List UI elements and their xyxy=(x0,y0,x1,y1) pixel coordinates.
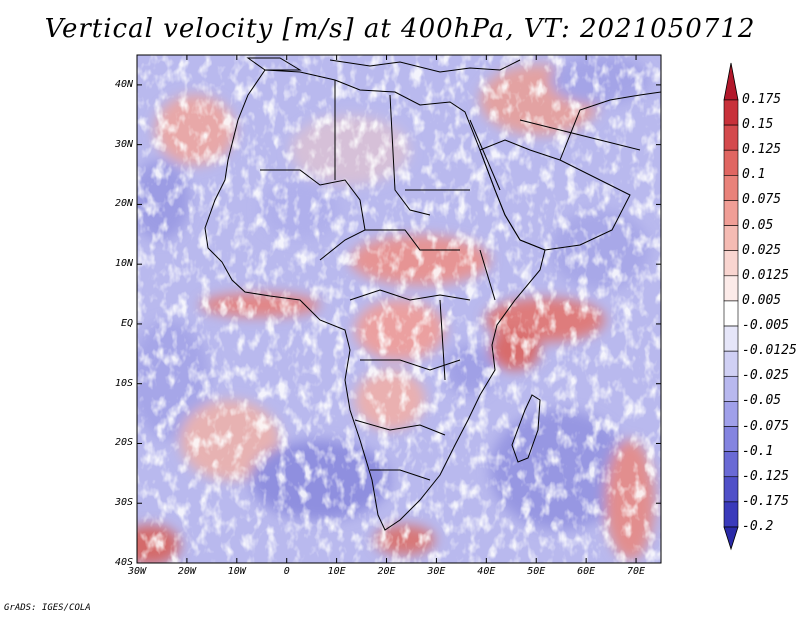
colorbar-level-label: -0.005 xyxy=(742,318,789,334)
colorbar-level-label: 0.15 xyxy=(742,117,774,133)
colorbar-level-label: -0.2 xyxy=(742,519,774,534)
colorbar-level-label: -0.05 xyxy=(742,393,782,409)
colorbar-segment xyxy=(723,375,739,402)
lon-label: 10W xyxy=(227,566,246,577)
velocity-field xyxy=(137,55,661,563)
lon-label: 60E xyxy=(577,566,596,577)
lat-label: 30N xyxy=(114,138,133,150)
colorbar-level-label: 0.005 xyxy=(742,292,782,308)
lon-label: 10E xyxy=(327,566,346,577)
colorbar-level-label: 0.025 xyxy=(742,242,782,258)
lon-label: 70E xyxy=(627,566,646,577)
lat-label: 30S xyxy=(114,497,133,509)
colorbar-segment xyxy=(723,275,739,302)
lat-label: 40S xyxy=(114,557,133,568)
colorbar-level-label: 0.075 xyxy=(742,192,782,208)
colorbar-level-label: -0.0125 xyxy=(742,343,797,359)
colorbar-level-label: 0.0125 xyxy=(742,267,789,283)
colorbar-segment xyxy=(723,401,739,427)
colorbar xyxy=(723,62,739,551)
lon-label: 30W xyxy=(127,566,147,577)
colorbar-level-label: -0.175 xyxy=(742,493,789,509)
colorbar-arrow-bottom xyxy=(723,526,739,551)
lat-label: 10N xyxy=(114,258,133,270)
colorbar-level-label: 0.175 xyxy=(742,91,782,107)
colorbar-level-label: 0.05 xyxy=(742,217,774,233)
colorbar-segment xyxy=(723,501,739,528)
colorbar-segment xyxy=(723,200,739,226)
lon-label: 50E xyxy=(527,566,546,577)
colorbar-segment xyxy=(723,225,739,251)
colorbar-level-label: -0.125 xyxy=(742,468,789,484)
colorbar-segment xyxy=(723,451,739,478)
colorbar-segment xyxy=(723,250,739,277)
colorbar-level-label: 0.125 xyxy=(742,142,782,158)
colorbar-segment xyxy=(723,300,739,327)
coastline xyxy=(204,57,661,531)
colorbar-arrow-top xyxy=(723,62,739,101)
axis-ticks xyxy=(136,55,661,564)
lat-label: 20S xyxy=(114,437,133,449)
colorbar-level-label: 0.1 xyxy=(742,167,766,183)
lat-label: EQ xyxy=(120,317,133,329)
colorbar-level-label: -0.025 xyxy=(742,368,789,384)
lat-label: 40N xyxy=(114,78,133,90)
colorbar-segment xyxy=(723,325,739,352)
lon-label: 30E xyxy=(427,566,446,577)
colorbar-segment xyxy=(723,149,739,176)
colorbar-segment xyxy=(723,124,739,151)
figure-title: Vertical velocity [m/s] at 400hPa, VT: 2… xyxy=(44,14,756,44)
colorbar-level-label: -0.075 xyxy=(742,418,789,434)
credit-text: GrADS: IGES/COLA xyxy=(4,603,91,613)
colorbar-segment xyxy=(723,175,739,201)
map-frame xyxy=(136,54,662,564)
colorbar-segment xyxy=(723,350,739,377)
lon-label: 20E xyxy=(377,566,396,577)
lat-label: 20N xyxy=(114,198,133,210)
colorbar-segment xyxy=(723,99,739,126)
colorbar-segment xyxy=(723,426,739,452)
colorbar-level-label: -0.1 xyxy=(742,443,774,459)
colorbar-segment xyxy=(723,476,739,503)
lat-label: 10S xyxy=(114,377,133,389)
lon-label: 20W xyxy=(177,566,196,577)
lon-label: 40E xyxy=(477,566,496,577)
lon-label: 0 xyxy=(283,566,290,577)
